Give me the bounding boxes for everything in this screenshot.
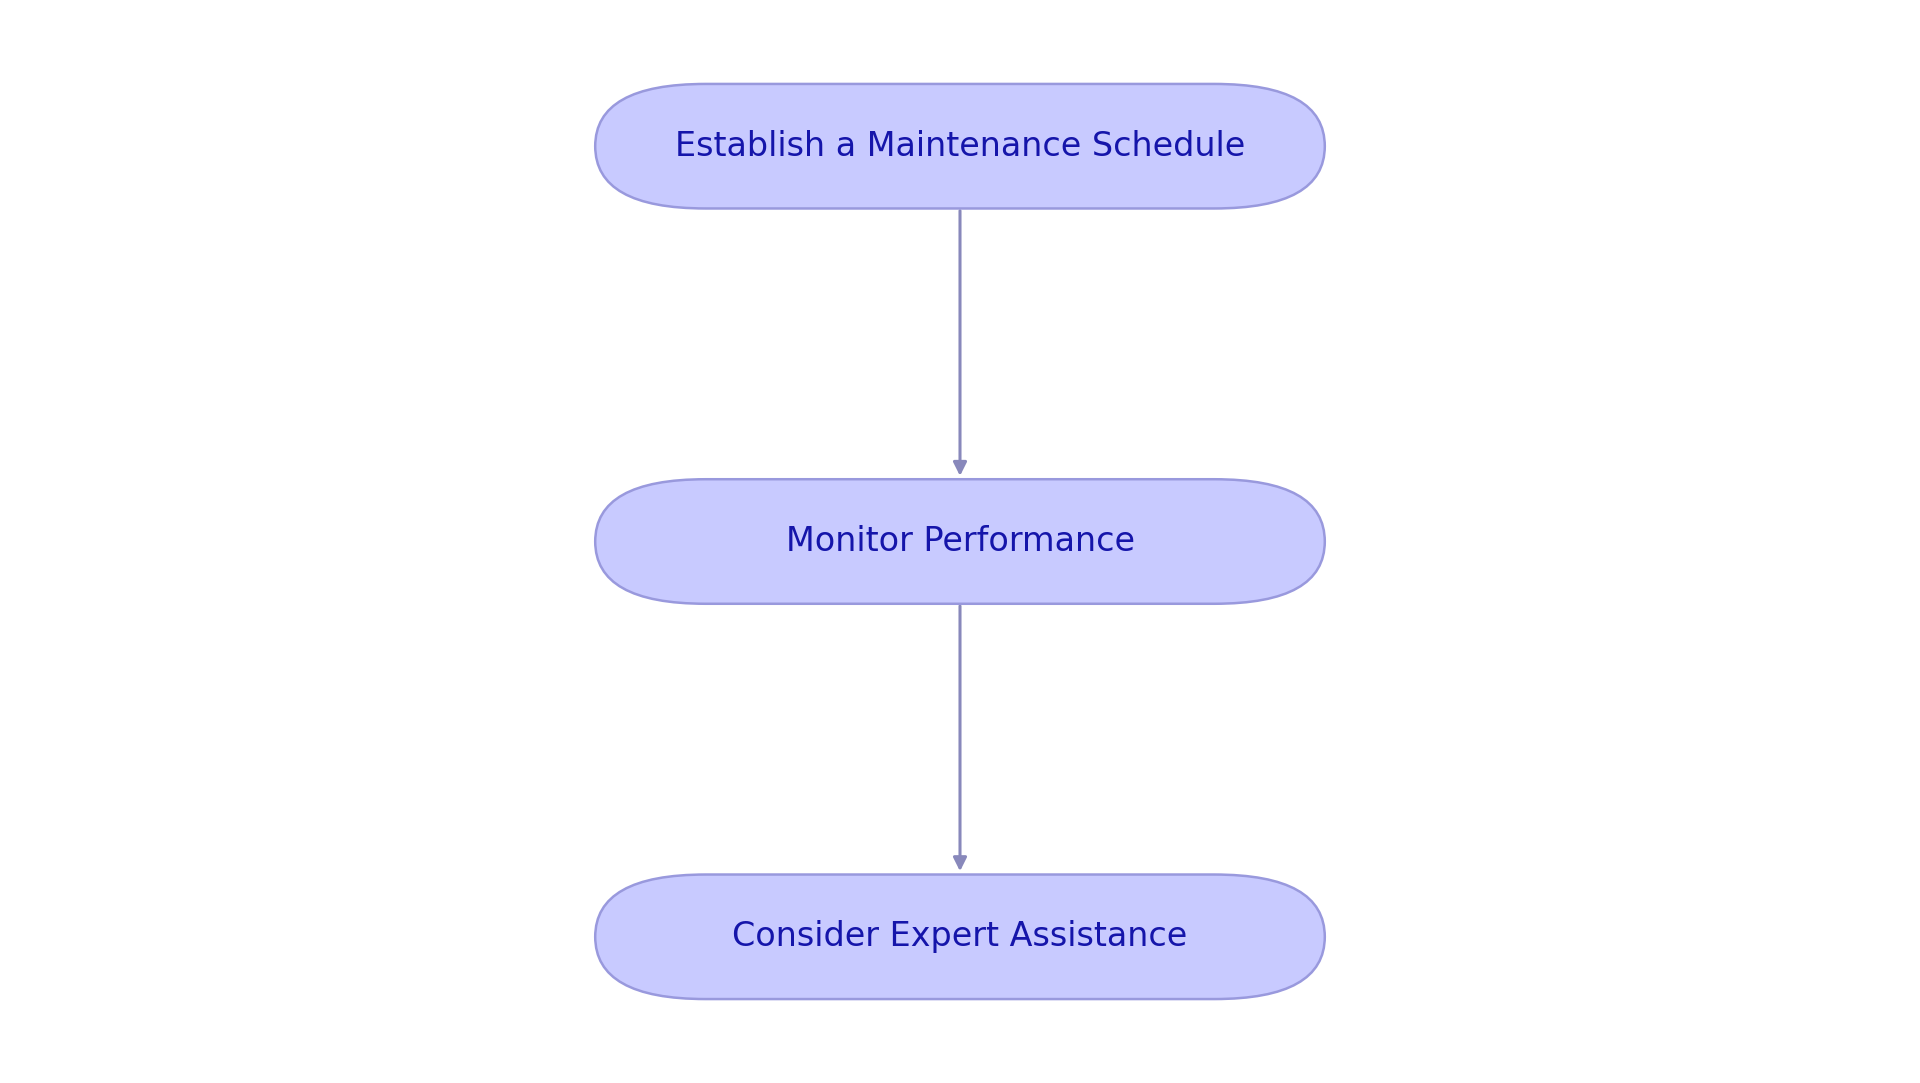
FancyBboxPatch shape (595, 875, 1325, 999)
Text: Establish a Maintenance Schedule: Establish a Maintenance Schedule (674, 130, 1246, 162)
Text: Consider Expert Assistance: Consider Expert Assistance (732, 921, 1188, 953)
FancyBboxPatch shape (595, 479, 1325, 604)
Text: Monitor Performance: Monitor Performance (785, 525, 1135, 558)
FancyBboxPatch shape (595, 84, 1325, 208)
